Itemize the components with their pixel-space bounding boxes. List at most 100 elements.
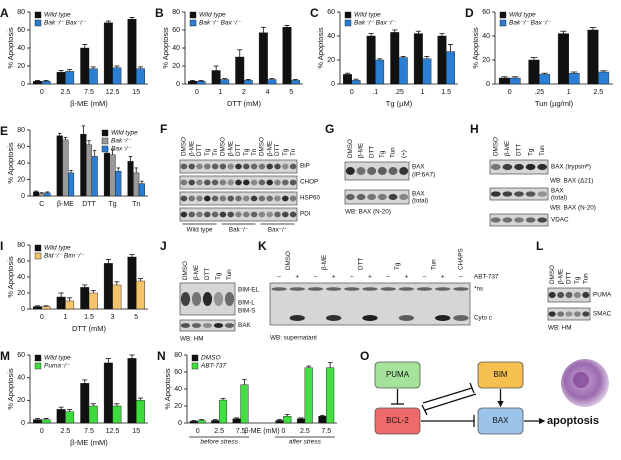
y-tick-label: 20 <box>327 57 335 64</box>
blot-band <box>525 163 536 171</box>
lane-label: (+) <box>400 150 407 158</box>
legend-swatch <box>34 362 42 370</box>
blot-band <box>274 211 281 218</box>
bar <box>291 80 300 85</box>
bar <box>103 362 113 424</box>
lane-label: Tun <box>226 269 233 280</box>
node-label: PUMA <box>386 370 410 379</box>
y-tick-label: 20 <box>17 397 25 404</box>
bar <box>211 70 221 85</box>
blot-band <box>573 291 581 299</box>
bar <box>88 405 98 424</box>
blot-band <box>289 195 297 202</box>
x-tick-label: 1.5 <box>84 314 94 321</box>
cell-nucleus <box>573 372 589 388</box>
blot-band <box>227 179 234 186</box>
blot-band <box>196 179 203 186</box>
blot-band <box>548 311 556 317</box>
bar <box>112 284 122 310</box>
panel-letter: G <box>325 122 334 136</box>
bar <box>88 292 98 310</box>
bar <box>65 71 75 85</box>
lane-label: Tn <box>212 148 219 156</box>
bar <box>304 367 313 424</box>
node-label: BIM <box>493 370 508 379</box>
lane-label: β-ME <box>193 265 200 280</box>
legend-label: Wild type <box>354 12 381 19</box>
blot-band <box>250 163 258 170</box>
y-axis-label: % Apoptosis <box>6 27 15 69</box>
blot-band <box>307 287 324 291</box>
treatment-sign: – <box>277 274 281 281</box>
y-axis-label: % Apoptosis <box>6 142 15 184</box>
node-label: BCL-2 <box>386 416 409 425</box>
y-tick-label: 20 <box>17 290 25 297</box>
panel-letter: B <box>155 6 164 20</box>
legend-label: Wild type <box>111 130 138 137</box>
blot-band <box>557 291 565 299</box>
band-label: *ns <box>474 286 483 293</box>
blot-band <box>211 179 219 186</box>
bar <box>41 419 51 424</box>
bar <box>587 29 599 85</box>
bar <box>437 35 447 85</box>
bar <box>366 35 376 85</box>
bar <box>85 144 93 197</box>
blot-band <box>289 211 297 218</box>
blot-band <box>453 287 469 291</box>
blot-band <box>219 211 227 218</box>
blot-band <box>289 179 297 186</box>
y-tick-label: 40 <box>172 45 180 52</box>
panel-letter: N <box>157 349 166 363</box>
y-tick-label: 80 <box>17 9 25 16</box>
lane-label: β-ME <box>557 269 564 284</box>
x-tick-label: 7.5 <box>84 89 94 96</box>
y-tick-label: 60 <box>17 258 25 265</box>
panel-letter: D <box>465 6 474 20</box>
band-label: BAX <box>412 164 425 171</box>
y-tick-label: 40 <box>17 274 25 281</box>
blot-band <box>282 163 289 170</box>
y-tick-label: 60 <box>327 9 335 16</box>
bar <box>326 367 335 424</box>
blot-band <box>266 179 273 186</box>
treatment-sign: + <box>295 274 299 281</box>
blot-band <box>266 195 273 202</box>
x-tick-label: 4 <box>266 89 270 96</box>
band-label: Cyto c <box>474 315 492 322</box>
x-tick-label: 15 <box>132 89 140 96</box>
treatment-sign: + <box>368 274 372 281</box>
blot-band <box>235 195 242 202</box>
blot-band <box>502 217 513 223</box>
lane-label: Tun <box>582 273 589 284</box>
bar <box>33 191 40 197</box>
panel-letter: H <box>470 122 479 136</box>
blot-band <box>367 167 377 175</box>
legend-label: ABT-737 <box>200 363 226 370</box>
x-tick-label: 0 <box>40 314 44 321</box>
lane-label: DMSO <box>347 139 354 158</box>
x-tick-label: 0 <box>281 428 285 435</box>
panel-letter: K <box>258 239 267 253</box>
x-tick-label: 1 <box>567 89 571 96</box>
band-label: BiP <box>300 163 310 170</box>
blot-band <box>490 217 501 223</box>
blot-strip <box>179 319 236 332</box>
blot-band <box>250 195 258 202</box>
edge <box>424 393 477 411</box>
x-tick-label: 0 <box>508 89 512 96</box>
lane-label: DMSO <box>259 137 266 156</box>
blot-band <box>235 163 242 170</box>
legend-label: Bak⁻/⁻ Bax⁻/⁻ <box>44 20 86 27</box>
bar <box>33 419 43 424</box>
x-tick-label: 3 <box>111 314 115 321</box>
blot-band <box>573 311 581 317</box>
x-axis-label: β-ME (mM) <box>70 438 108 447</box>
blot-band <box>345 193 355 201</box>
blot-band <box>202 323 213 328</box>
bar <box>112 67 122 85</box>
x-tick-label: β-ME <box>57 201 74 208</box>
legend-label: Wild type <box>509 12 536 19</box>
lane-label: β-ME <box>188 141 195 156</box>
blot-band <box>326 315 342 321</box>
